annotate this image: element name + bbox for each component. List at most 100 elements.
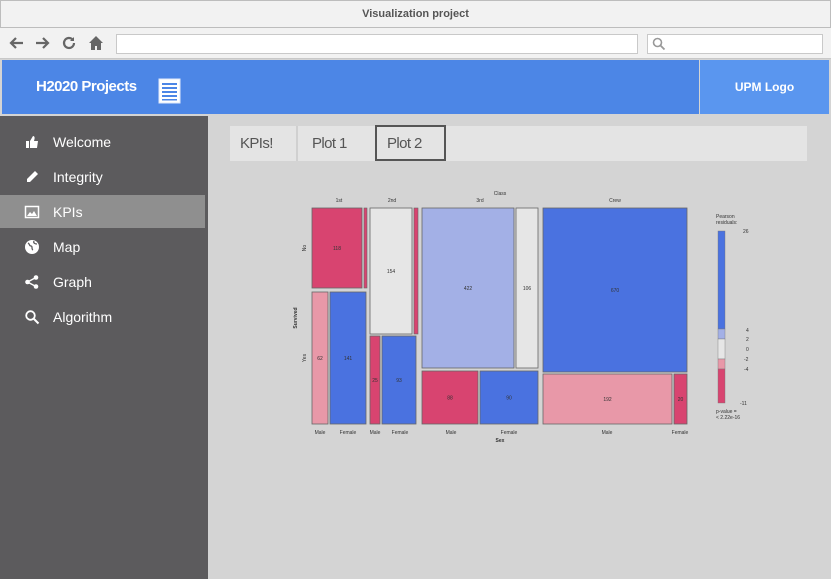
survived-label-yes: Yes (302, 353, 308, 362)
mosaic-cell (421, 370, 479, 425)
sidebar-item-label: Algorithm (53, 308, 113, 325)
class-label-3rd: 3rd (476, 198, 483, 204)
sex-label: Male (602, 430, 613, 436)
pencil-icon (24, 169, 40, 185)
legend-title: residuals: (716, 220, 737, 226)
legend-tick: 4 (746, 328, 749, 334)
search-icon (24, 309, 40, 325)
arrow-left-icon[interactable] (8, 34, 26, 52)
brand-title[interactable]: H2020 Projects (36, 78, 137, 95)
mosaic-cell-value: 93 (396, 378, 402, 384)
legend-pvalue: < 2.22e-16 (716, 415, 740, 421)
sidebar-item-label: Graph (53, 273, 92, 290)
sex-label: Male (315, 430, 326, 436)
arrow-right-icon[interactable] (33, 34, 51, 52)
mosaic-cell (311, 207, 363, 289)
mosaic-cell (329, 291, 367, 425)
sidebar-item-graph[interactable]: Graph (0, 265, 205, 298)
address-bar[interactable] (116, 34, 638, 54)
sidebar-item-map[interactable]: Map (0, 230, 205, 263)
legend-swatch (717, 338, 726, 360)
mosaic-cell-value: 154 (387, 269, 396, 275)
sex-label: Female (340, 430, 357, 436)
mosaic-cell-value: 118 (333, 246, 341, 252)
sidebar: Welcome Integrity KPIs Map Graph Algorit… (0, 116, 208, 579)
sidebar-item-integrity[interactable]: Integrity (0, 160, 205, 193)
app-header: H2020 Projects (2, 60, 699, 114)
search-icon (652, 37, 666, 56)
mosaic-sliver (363, 207, 368, 289)
sex-label: Male (370, 430, 381, 436)
sidebar-item-algorithm[interactable]: Algorithm (0, 300, 205, 333)
legend-max: 26 (743, 229, 749, 235)
mosaic-cell (369, 207, 413, 335)
globe-icon (24, 239, 40, 255)
mosaic-cell-value: 192 (603, 397, 612, 403)
mosaic-cell-value: 422 (464, 286, 473, 292)
mosaic-cells: 118 62 141 154 93 25 422 106 88 90 670 192 20 (311, 207, 688, 425)
chart-title: Class (494, 191, 507, 197)
mosaic-cell (515, 207, 539, 369)
legend-colorbar (717, 230, 726, 404)
sidebar-item-kpis[interactable]: KPIs (0, 195, 205, 228)
mosaic-cell (673, 373, 688, 425)
mosaic-cell-value: 88 (447, 396, 453, 402)
mosaic-cell-value: 106 (523, 286, 532, 292)
share-icon (24, 274, 40, 290)
legend-pvalue: p-value = (716, 409, 737, 415)
window-titlebar: Visualization project (0, 0, 831, 28)
class-label-2nd: 2nd (388, 198, 397, 204)
class-label-crew: Crew (609, 198, 621, 204)
tab-plot-2[interactable]: Plot 2 (375, 125, 446, 161)
browser-search-input[interactable] (647, 34, 823, 54)
mosaic-cell-value: 141 (344, 356, 353, 362)
y-axis-label: Survived (293, 307, 299, 328)
sex-label: Female (672, 430, 689, 436)
logo-label: UPM Logo (734, 80, 795, 94)
mosaic-cell-value: 20 (678, 397, 684, 403)
legend-swatch (717, 368, 726, 404)
sex-label: Female (392, 430, 409, 436)
legend-tick: -4 (744, 367, 749, 373)
legend-swatch (717, 230, 726, 330)
legend-title: Pearson (716, 214, 735, 220)
mosaic-cell (381, 335, 417, 425)
tab-plot-1[interactable]: Plot 1 (312, 135, 347, 152)
window-title: Visualization project (362, 8, 469, 20)
mosaic-cell-value: 25 (372, 378, 378, 384)
legend-swatch (717, 328, 726, 340)
legend-tick: 0 (746, 347, 749, 353)
legend-swatch (717, 358, 726, 370)
image-icon (24, 204, 40, 220)
x-axis-label: Sex (496, 438, 505, 444)
document-icon[interactable] (158, 78, 181, 104)
mosaic-cell-value: 62 (317, 356, 323, 362)
mosaic-sliver (413, 207, 419, 335)
reload-icon[interactable] (60, 34, 78, 52)
mosaic-cell (311, 291, 329, 425)
mosaic-cell (479, 370, 539, 425)
class-label-1st: 1st (336, 198, 343, 204)
mosaic-cell-value: 90 (506, 396, 512, 402)
sex-label: Male (446, 430, 457, 436)
sidebar-item-label: KPIs (53, 203, 83, 220)
sex-label: Female (501, 430, 518, 436)
survived-label-no: No (302, 245, 308, 252)
sidebar-item-welcome[interactable]: Welcome (0, 125, 205, 158)
sidebar-item-label: Integrity (53, 168, 103, 185)
thumbs-up-icon (24, 134, 40, 150)
upm-logo: UPM Logo (700, 60, 829, 114)
mosaic-cell (369, 335, 381, 425)
legend-tick: 2 (746, 337, 749, 343)
legend-tick: -2 (744, 357, 749, 363)
home-icon[interactable] (87, 34, 105, 52)
mosaic-cell (542, 373, 673, 425)
sidebar-item-label: Map (53, 238, 81, 255)
tab-kpis[interactable]: KPIs! (230, 126, 298, 161)
tab-bar: KPIs! Plot 1 Plot 2 (230, 125, 807, 161)
legend-min: -11 (740, 401, 747, 407)
mosaic-cell (542, 207, 688, 373)
mosaic-cell (421, 207, 515, 369)
mosaic-cell-value: 670 (611, 288, 620, 294)
